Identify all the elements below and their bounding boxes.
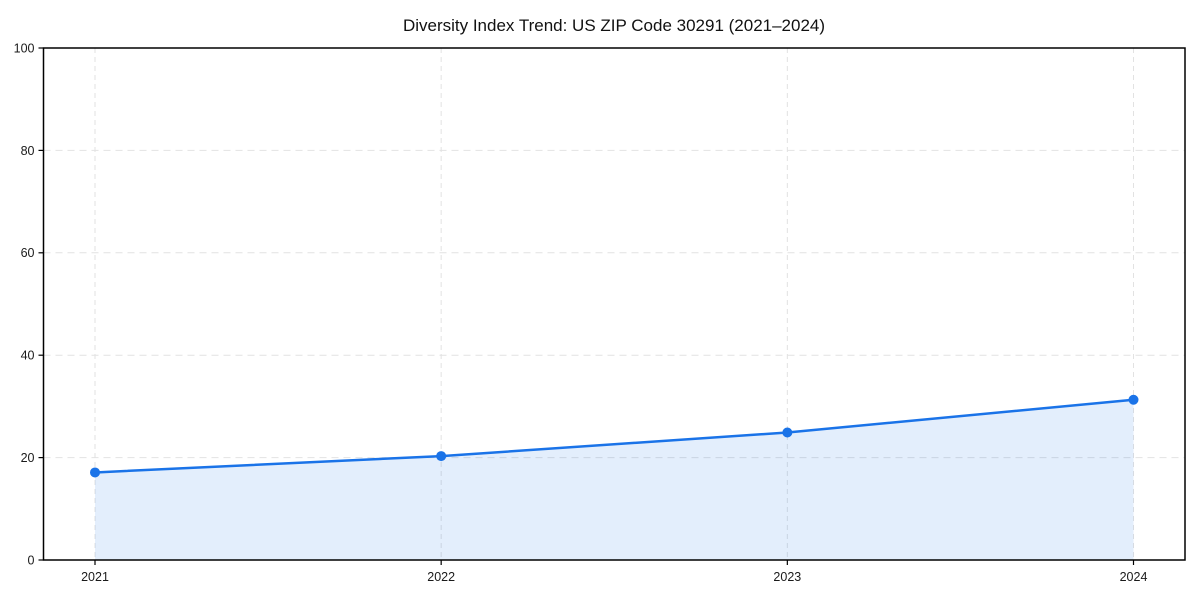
series-line [93, 398, 1135, 474]
data-point-marker [90, 467, 100, 478]
axes-spines [42, 47, 1186, 561]
y-tick-label: 20 [21, 451, 35, 465]
x-tick-label: 2024 [1120, 570, 1148, 584]
chart-title: Diversity Index Trend: US ZIP Code 30291… [403, 16, 825, 35]
data-point-markers [90, 394, 1139, 478]
y-tick-label: 0 [28, 553, 35, 567]
x-tick-label: 2021 [81, 570, 109, 584]
area-fill [95, 399, 1134, 560]
y-tick-label: 100 [14, 41, 35, 55]
x-tick-label: 2022 [427, 570, 455, 584]
plot-border [42, 47, 1186, 561]
data-point-marker [1128, 394, 1139, 405]
y-tick-label: 60 [21, 246, 35, 260]
y-tick-label: 80 [21, 144, 35, 158]
trend-line [93, 398, 1135, 474]
data-point-marker [782, 427, 793, 438]
series-area-fill [95, 399, 1134, 560]
x-tick-label: 2023 [773, 570, 801, 584]
axis-tick-labels: 0 20 40 60 80 100 2021 2022 2023 2024 [14, 41, 1148, 584]
y-tick-label: 40 [21, 349, 35, 363]
data-point-marker [436, 451, 447, 462]
axis-tick-marks [38, 47, 1135, 565]
